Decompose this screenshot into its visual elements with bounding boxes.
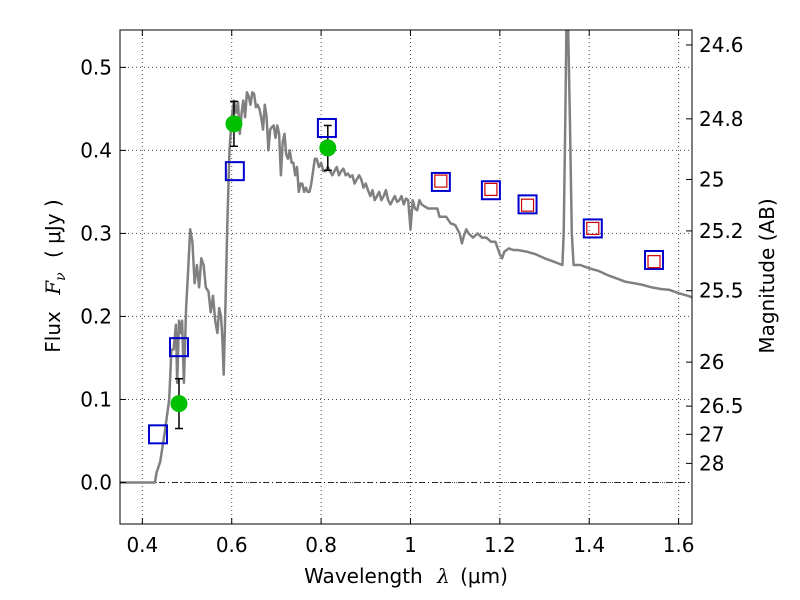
axis-ticks: 0.4 0.6 0.8 1 1.2 1.4 1.6 0.0 0.1 0.2 0.3 0.4 0.5 24.… <box>80 30 744 557</box>
measured-point <box>170 395 188 413</box>
grid-lines <box>120 30 692 524</box>
y-axis-title: Flux Fν ( μJy ) <box>41 199 70 352</box>
spectrum-line <box>120 30 692 484</box>
plot-frame <box>119 29 693 525</box>
measured-point <box>225 115 243 133</box>
y2-tick-label: 25.2 <box>699 219 744 243</box>
y-tick-label: 0.0 <box>80 470 112 494</box>
x-tick-label: 0.8 <box>305 533 337 557</box>
model-square-red <box>484 182 498 197</box>
x-tick-label: 0.4 <box>126 533 158 557</box>
y-tick-label: 0.2 <box>80 304 112 328</box>
plot-series <box>120 30 692 484</box>
model-square-blue <box>480 180 501 201</box>
y-tick-label: 0.4 <box>80 138 112 162</box>
y-tick-label: 0.5 <box>80 55 112 79</box>
model-square-red <box>520 198 535 212</box>
model-square-blue <box>147 424 168 445</box>
y-tick-label: 0.3 <box>80 221 112 245</box>
model-square-red <box>586 221 600 236</box>
model-square-blue <box>517 194 538 215</box>
x-tick-label: 1.6 <box>663 533 695 557</box>
y2-tick-label: 24.6 <box>699 33 744 57</box>
model-square-blue <box>316 117 337 138</box>
y-tick-label: 0.1 <box>80 387 112 411</box>
model-square-blue <box>224 161 245 182</box>
x-tick-label: 1.2 <box>484 533 516 557</box>
plot-area <box>120 30 692 484</box>
y2-tick-label: 28 <box>699 451 724 475</box>
model-square-red <box>647 255 661 269</box>
x-tick-label: 1.4 <box>573 533 605 557</box>
y2-tick-label: 24.8 <box>699 107 744 131</box>
model-square-blue <box>582 218 603 239</box>
measured-point <box>319 139 337 157</box>
y2-tick-label: 25 <box>699 167 724 191</box>
model-square-blue <box>644 249 665 270</box>
model-square-blue <box>430 171 451 192</box>
model-square-red <box>434 174 448 188</box>
model-square-blue <box>168 337 189 358</box>
y2-axis-title: Magnitude (AB) <box>755 198 779 353</box>
y2-tick-label: 27 <box>699 422 724 446</box>
x-tick-label: 0.6 <box>216 533 248 557</box>
x-tick-label: 1 <box>404 533 417 557</box>
y2-tick-label: 25.5 <box>699 279 744 303</box>
x-axis-title: Wavelength λ (μm) <box>304 564 508 588</box>
y2-tick-label: 26.5 <box>699 394 744 418</box>
y2-tick-label: 26 <box>699 350 724 374</box>
